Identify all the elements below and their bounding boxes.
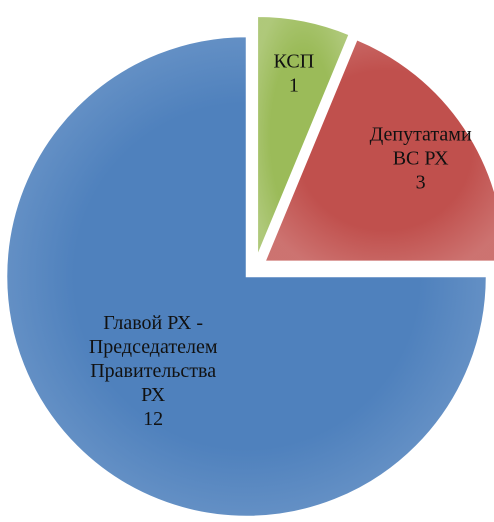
- label-line: РХ: [141, 384, 166, 406]
- label-line: Правительства: [90, 360, 216, 382]
- pie-slice: [263, 38, 494, 263]
- slice-value: 1: [289, 75, 299, 97]
- label-line: Главой РХ -: [103, 312, 203, 334]
- slice-value: 3: [416, 171, 426, 193]
- slice-label: Депутатами ВС РХ: [370, 123, 472, 169]
- pie-slice: [256, 15, 351, 257]
- slice-label: КСП: [274, 51, 315, 73]
- label-line: Председателем: [89, 336, 218, 358]
- label-line: ВС РХ: [393, 147, 449, 169]
- slice-label: Главой РХ -Председателем Правительства РХ: [89, 312, 218, 406]
- label-line: КСП: [274, 51, 315, 73]
- pie-slice: [5, 35, 488, 518]
- label-line: Депутатами: [370, 123, 472, 145]
- slice-value: 12: [143, 408, 163, 430]
